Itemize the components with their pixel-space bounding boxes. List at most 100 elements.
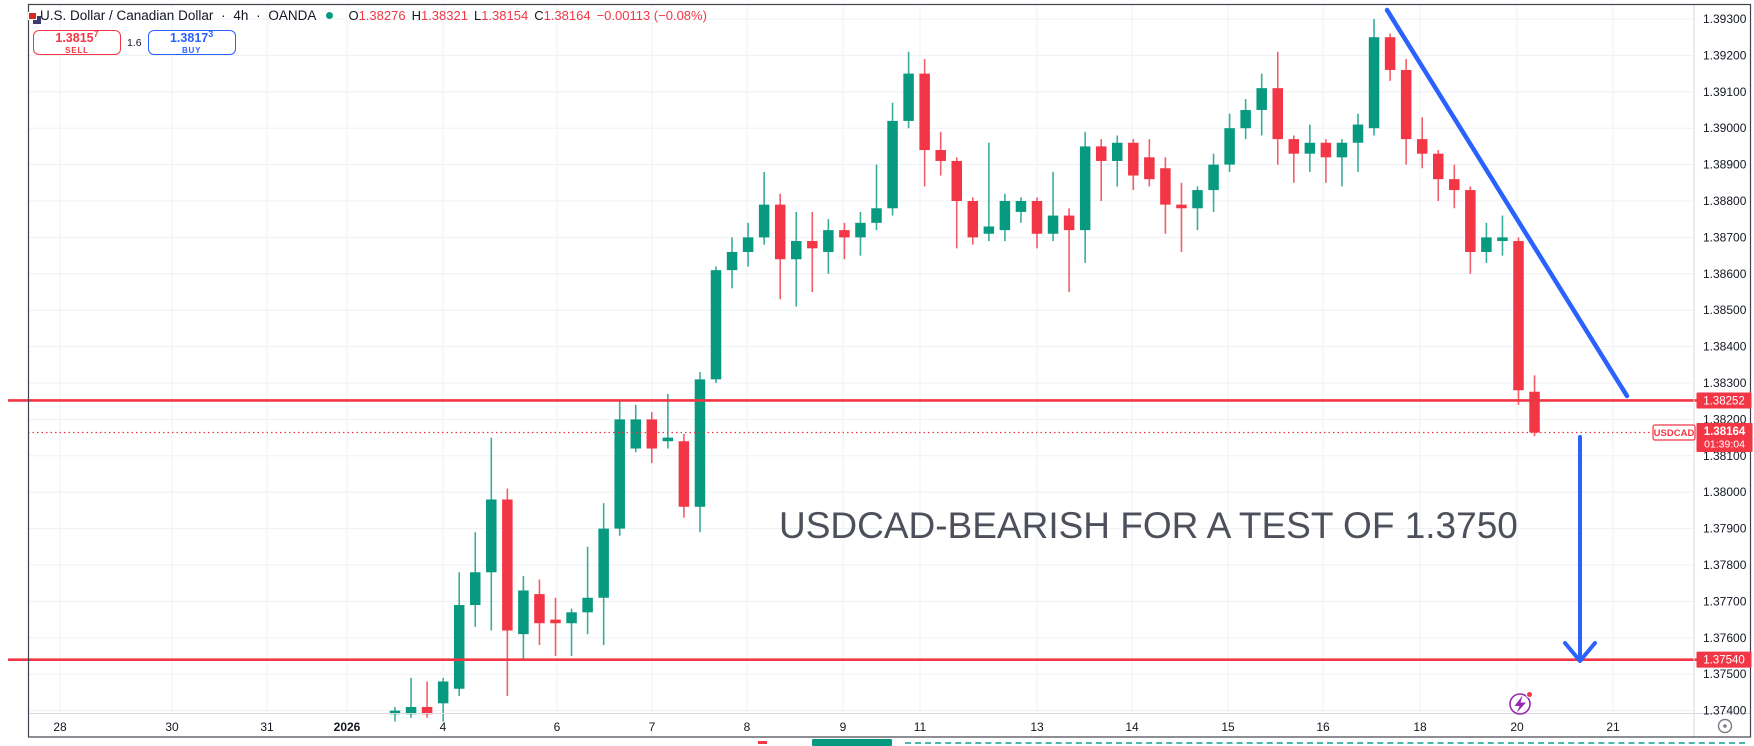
price-tick-label: 1.38400 xyxy=(1703,340,1747,354)
candle xyxy=(582,597,593,613)
candle xyxy=(1400,69,1412,140)
low-label: L xyxy=(473,8,482,23)
candle xyxy=(1160,168,1171,205)
time-tick-label: 21 xyxy=(1606,720,1620,734)
price-axis[interactable] xyxy=(1694,4,1750,713)
separator: · xyxy=(221,8,226,23)
candle xyxy=(1465,190,1476,252)
bar-countdown: 01:39:04 xyxy=(1704,439,1745,451)
price-tick-label: 1.38900 xyxy=(1703,158,1747,172)
candle xyxy=(710,270,722,380)
candle xyxy=(983,226,995,234)
candle xyxy=(887,120,898,209)
candle xyxy=(1272,88,1283,140)
open-label: O xyxy=(348,8,359,23)
symbol-tag-text: USDCAD xyxy=(1654,428,1695,439)
candle xyxy=(935,150,946,161)
bottom-panel-cutoff xyxy=(0,738,1754,746)
price-tick-label: 1.37700 xyxy=(1703,594,1747,608)
buy-button[interactable]: 1.38173 BUY xyxy=(147,29,236,55)
time-tick-label: 15 xyxy=(1221,720,1235,734)
time-tick-label: 18 xyxy=(1413,720,1427,734)
separator: · xyxy=(256,8,261,23)
projection-arrow-head xyxy=(1563,641,1582,663)
candle xyxy=(534,594,545,624)
bottom-panel-badge xyxy=(812,739,892,746)
candle xyxy=(1368,37,1380,129)
axis-settings-icon-dot xyxy=(1723,724,1727,728)
time-tick-label: 4 xyxy=(440,720,447,734)
candle xyxy=(630,419,641,449)
time-tick-label: 11 xyxy=(914,720,927,734)
line-price-label xyxy=(1696,392,1752,409)
candle xyxy=(726,251,738,271)
change-value: −0.00113 (−0.08%) xyxy=(596,8,707,23)
axis-settings-icon[interactable] xyxy=(1717,718,1733,734)
candle xyxy=(1063,215,1075,231)
candle xyxy=(1176,204,1187,209)
sell-button[interactable]: 1.38157 SELL xyxy=(33,29,121,55)
high-value: 1.38321 xyxy=(420,8,468,23)
candle xyxy=(999,201,1011,231)
price-tick-label: 1.37600 xyxy=(1703,631,1747,645)
candle xyxy=(486,499,497,573)
candle xyxy=(1481,237,1492,252)
price-tick-label: 1.37400 xyxy=(1703,704,1747,718)
candle xyxy=(694,379,706,507)
annotation-text[interactable]: USDCAD-BEARISH FOR A TEST OF 1.3750 xyxy=(779,505,1518,546)
symbol-title[interactable]: U.S. Dollar / Canadian Dollar · 4h · OAN… xyxy=(40,8,316,23)
time-tick-label: 13 xyxy=(1030,720,1044,734)
candle xyxy=(1031,201,1043,234)
candle xyxy=(1384,37,1396,70)
price-tick-label: 1.38800 xyxy=(1703,194,1747,208)
candle xyxy=(1352,124,1364,143)
timeframe-label[interactable]: 4h xyxy=(233,8,249,23)
candle xyxy=(678,441,690,507)
candle xyxy=(919,73,930,151)
bearish-trendline[interactable] xyxy=(1384,7,1630,399)
notification-dot-icon xyxy=(1526,691,1533,698)
candle xyxy=(791,241,802,260)
candle xyxy=(1240,110,1251,129)
candle xyxy=(1128,142,1139,176)
candle xyxy=(951,160,962,201)
candle xyxy=(1304,142,1316,154)
close-label: C xyxy=(534,8,544,23)
time-axis[interactable] xyxy=(28,713,1694,737)
price-tick-label: 1.38700 xyxy=(1703,230,1747,244)
line-price-label-text: 1.38252 xyxy=(1703,395,1745,407)
candle xyxy=(1224,128,1235,165)
lightning-alert-icon[interactable] xyxy=(1509,693,1531,715)
lightning-bolt-icon xyxy=(1514,695,1526,713)
spread-value: 1.6 xyxy=(127,36,142,49)
candle xyxy=(1529,391,1540,433)
candle xyxy=(742,237,754,252)
symbol-tag xyxy=(1652,424,1696,441)
candle xyxy=(646,419,658,449)
current-price-label xyxy=(1696,423,1753,453)
bottom-panel-dashed-line xyxy=(905,742,1745,744)
candle xyxy=(437,681,449,704)
price-tick-label: 1.38100 xyxy=(1703,449,1747,463)
time-tick-label: 8 xyxy=(744,720,751,734)
candle xyxy=(502,499,513,631)
price-tick-label: 1.37900 xyxy=(1703,522,1747,536)
candle xyxy=(758,204,770,238)
symbol-name: U.S. Dollar / Canadian Dollar xyxy=(40,8,214,23)
open-value: 1.38276 xyxy=(358,8,406,23)
time-tick-label: 30 xyxy=(165,720,179,734)
candle xyxy=(518,590,529,635)
candle xyxy=(807,241,818,249)
low-value: 1.38154 xyxy=(481,8,529,23)
ohlc-readout: O 1.38276 H 1.38321 L 1.38154 C 1.38164 −0.0… xyxy=(342,8,706,23)
time-tick-label: 2026 xyxy=(334,720,361,734)
candle xyxy=(470,572,481,606)
price-tick-label: 1.37500 xyxy=(1703,667,1747,681)
projection-arrow-head xyxy=(1578,641,1597,663)
candle xyxy=(823,230,834,252)
candle xyxy=(1513,241,1524,391)
candle xyxy=(1449,179,1460,191)
candle xyxy=(453,605,465,689)
time-tick-label: 20 xyxy=(1510,720,1524,734)
